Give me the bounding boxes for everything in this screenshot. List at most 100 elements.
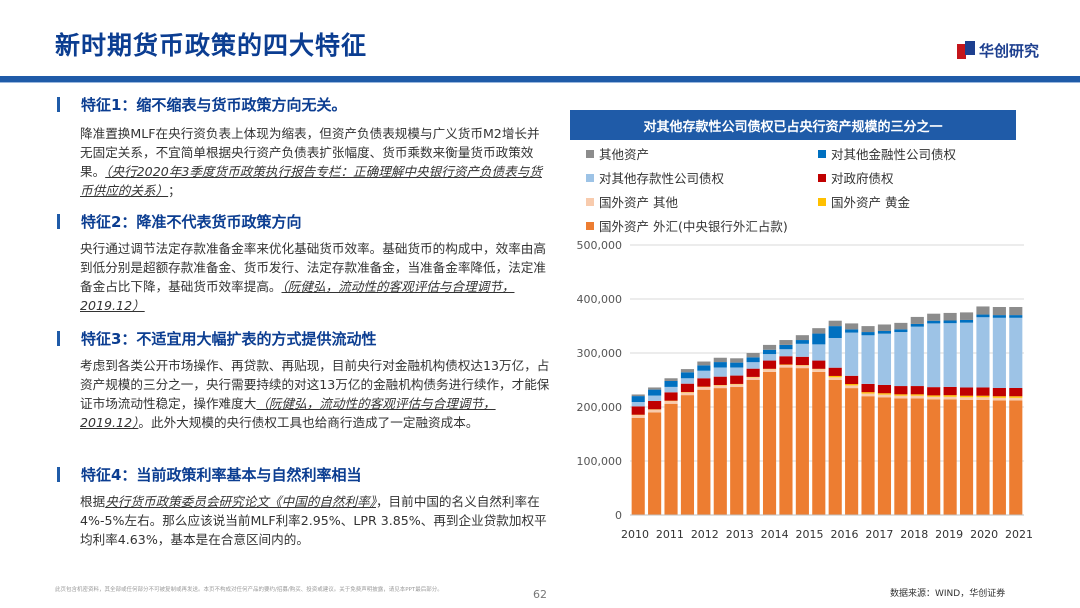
bar-segment xyxy=(730,375,744,384)
bar-segment xyxy=(1009,306,1023,316)
bar-segment xyxy=(730,384,744,388)
bar-segment xyxy=(894,322,908,330)
bar-segment xyxy=(1009,317,1023,388)
bar-segment xyxy=(845,384,859,386)
bar-segment xyxy=(927,396,941,400)
bar-segment xyxy=(877,384,892,394)
y-tick-label: 0 xyxy=(615,509,622,522)
bar-segment xyxy=(927,399,941,515)
bar-segment xyxy=(943,386,957,396)
section-4-body: 根据央行货币政策委员会研究论文《中国的自然利率》，目前中国的名义自然利率在4%-… xyxy=(80,492,550,549)
section-1-reference: （央行2020年3季度货币政策执行报告专栏：正确理解中央银行资产负债表与货币供应… xyxy=(80,164,542,198)
bar-segment xyxy=(927,395,941,397)
bar-segment xyxy=(976,395,990,398)
bar-segment xyxy=(631,394,645,397)
bar-segment xyxy=(877,393,892,395)
stacked-bar-chart: 0 100,000 200,000 300,000 400,000 500,000 2010… xyxy=(577,239,1034,541)
bar-segment xyxy=(976,306,990,315)
bar-segment xyxy=(713,385,727,389)
y-tick-label: 300,000 xyxy=(577,347,623,360)
bar-segment xyxy=(992,400,1006,515)
legend-item: 对其他存款性公司债权 xyxy=(586,168,724,187)
legend-item: 国外资产 黄金 xyxy=(818,192,910,211)
bar-segment xyxy=(713,357,727,363)
bar-segment xyxy=(877,333,892,385)
bar-segment xyxy=(943,399,957,515)
bar-segment xyxy=(648,395,662,401)
bar-segment xyxy=(943,395,957,397)
legend-item: 对其他金融性公司债权 xyxy=(818,144,956,163)
bar-segment xyxy=(1009,400,1023,515)
bar-segment xyxy=(828,320,842,327)
legend-swatch xyxy=(586,173,594,182)
bar-segment xyxy=(877,330,892,334)
bar-segment xyxy=(648,412,662,515)
y-tick-label: 100,000 xyxy=(577,455,623,468)
page-number: 62 xyxy=(533,588,547,601)
bar-segment xyxy=(746,380,760,515)
section-4-title: 特征4：当前政策利率基本与自然利率相当 xyxy=(81,465,362,484)
data-source: 数据来源：WIND，华创证券 xyxy=(890,589,1006,599)
legend-item: 对政府债权 xyxy=(818,168,894,187)
bar-segment xyxy=(992,317,1006,388)
section-4-heading: 特征4：当前政策利率基本与自然利率相当 xyxy=(57,463,361,485)
bar-segment xyxy=(812,328,826,334)
y-tick-label: 200,000 xyxy=(577,401,623,414)
bar-segment xyxy=(762,349,777,355)
bar-segment xyxy=(697,389,711,515)
bar-segment xyxy=(828,367,842,376)
bar-segment xyxy=(927,320,941,324)
bar-segment xyxy=(680,392,695,396)
bar-segment xyxy=(664,403,678,515)
section-1-tail: ； xyxy=(168,183,181,198)
section-3-text: 考虑到各类公开市场操作、再贷款、再贴现，目前央行对金融机构债权达13万亿，占资产… xyxy=(80,358,550,411)
bar-segment xyxy=(828,337,842,368)
header-divider-thin xyxy=(0,82,1080,83)
legend-item: 国外资产 外汇(中央银行外汇占款) xyxy=(586,216,788,235)
legend-swatch xyxy=(818,149,826,158)
bar-segment xyxy=(910,394,924,396)
bar-segment xyxy=(1009,387,1023,397)
bar-segment xyxy=(845,375,859,385)
bar-segment xyxy=(894,398,908,515)
bar-segment xyxy=(877,324,892,331)
bar-segment xyxy=(631,417,645,515)
legend-label: 对其他存款性公司债权 xyxy=(599,171,725,186)
bar-segment xyxy=(762,371,777,515)
section-2-title: 特征2：降准不代表货币政策方向 xyxy=(81,212,302,231)
bar-segment xyxy=(697,365,711,371)
bar-segment xyxy=(910,323,924,327)
bar-segment xyxy=(680,369,695,373)
bar-segment xyxy=(845,385,859,389)
brand-logo-icon xyxy=(957,41,975,59)
bar-segment xyxy=(894,395,908,399)
bar-segment xyxy=(730,358,744,363)
x-tick-label: 2015 xyxy=(796,528,824,541)
section-2-body: 央行通过调节法定存款准备金率来优化基础货币效率。基础货币的构成中，效率由高到低分… xyxy=(80,239,550,315)
bar-segment xyxy=(680,372,695,379)
bar-segment xyxy=(861,326,875,333)
bar-segment xyxy=(910,398,924,515)
bar-segment xyxy=(762,369,777,372)
bar-segment xyxy=(927,323,941,388)
x-tick-label: 2021 xyxy=(1005,528,1033,541)
bar-segment xyxy=(927,387,941,396)
legend-swatch xyxy=(818,173,826,182)
bar-segment xyxy=(861,383,875,393)
section-3-heading: 特征3：不适宜用大幅扩表的方式提供流动性 xyxy=(57,327,376,349)
section-marker xyxy=(57,96,60,112)
bar-segment xyxy=(762,360,777,369)
bar-segment xyxy=(845,388,859,515)
bar-segment xyxy=(812,344,826,361)
brand-logo: 华创研究 xyxy=(957,38,1039,62)
bar-segment xyxy=(812,360,826,369)
x-tick-label: 2011 xyxy=(656,528,684,541)
bar-segment xyxy=(713,388,727,515)
bar-segment xyxy=(861,396,875,515)
bar-segment xyxy=(845,323,859,330)
bar-segment xyxy=(795,356,809,366)
bar-segment xyxy=(910,316,924,324)
bar-segment xyxy=(894,394,908,396)
bar-segment xyxy=(992,387,1006,397)
legend-label: 国外资产 黄金 xyxy=(831,195,910,210)
